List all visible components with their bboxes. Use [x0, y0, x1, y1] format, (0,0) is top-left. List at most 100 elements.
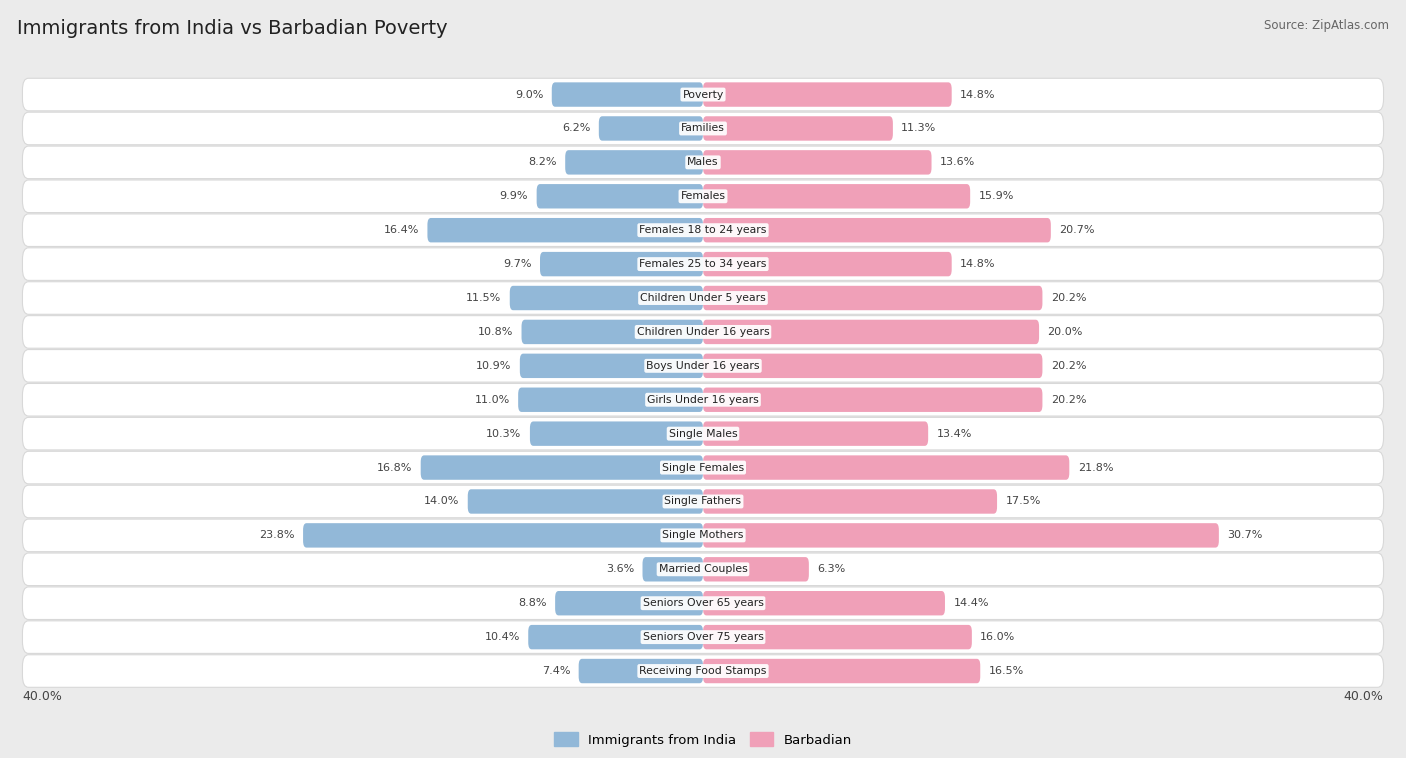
Text: Seniors Over 65 years: Seniors Over 65 years: [643, 598, 763, 608]
FancyBboxPatch shape: [420, 456, 703, 480]
FancyBboxPatch shape: [703, 286, 1042, 310]
FancyBboxPatch shape: [22, 418, 1384, 450]
Text: 20.2%: 20.2%: [1050, 361, 1087, 371]
FancyBboxPatch shape: [522, 320, 703, 344]
FancyBboxPatch shape: [579, 659, 703, 683]
Text: 9.7%: 9.7%: [503, 259, 531, 269]
Text: 7.4%: 7.4%: [541, 666, 571, 676]
FancyBboxPatch shape: [703, 252, 952, 277]
FancyBboxPatch shape: [22, 485, 1384, 518]
FancyBboxPatch shape: [703, 218, 1050, 243]
Text: Boys Under 16 years: Boys Under 16 years: [647, 361, 759, 371]
FancyBboxPatch shape: [599, 116, 703, 141]
FancyBboxPatch shape: [22, 519, 1384, 552]
Text: 8.2%: 8.2%: [529, 158, 557, 168]
Text: 10.3%: 10.3%: [486, 429, 522, 439]
Text: 20.7%: 20.7%: [1059, 225, 1095, 235]
FancyBboxPatch shape: [565, 150, 703, 174]
FancyBboxPatch shape: [22, 214, 1384, 246]
FancyBboxPatch shape: [519, 387, 703, 412]
FancyBboxPatch shape: [703, 625, 972, 650]
FancyBboxPatch shape: [551, 83, 703, 107]
Text: Females: Females: [681, 191, 725, 202]
FancyBboxPatch shape: [643, 557, 703, 581]
Text: Seniors Over 75 years: Seniors Over 75 years: [643, 632, 763, 642]
Text: Married Couples: Married Couples: [658, 564, 748, 575]
Text: Single Females: Single Females: [662, 462, 744, 472]
Text: 9.9%: 9.9%: [499, 191, 529, 202]
Text: 40.0%: 40.0%: [1344, 690, 1384, 703]
FancyBboxPatch shape: [555, 591, 703, 615]
FancyBboxPatch shape: [540, 252, 703, 277]
FancyBboxPatch shape: [22, 553, 1384, 586]
Text: 3.6%: 3.6%: [606, 564, 634, 575]
Text: 16.0%: 16.0%: [980, 632, 1015, 642]
FancyBboxPatch shape: [22, 282, 1384, 315]
FancyBboxPatch shape: [22, 146, 1384, 179]
FancyBboxPatch shape: [537, 184, 703, 208]
FancyBboxPatch shape: [22, 621, 1384, 653]
FancyBboxPatch shape: [520, 354, 703, 378]
Text: 16.4%: 16.4%: [384, 225, 419, 235]
FancyBboxPatch shape: [22, 112, 1384, 145]
Text: 8.8%: 8.8%: [519, 598, 547, 608]
FancyBboxPatch shape: [427, 218, 703, 243]
Text: 13.6%: 13.6%: [941, 158, 976, 168]
Text: Families: Families: [681, 124, 725, 133]
FancyBboxPatch shape: [703, 523, 1219, 547]
FancyBboxPatch shape: [22, 248, 1384, 280]
Text: 16.8%: 16.8%: [377, 462, 412, 472]
Text: 14.4%: 14.4%: [953, 598, 988, 608]
Text: Males: Males: [688, 158, 718, 168]
FancyBboxPatch shape: [703, 489, 997, 514]
Text: 20.2%: 20.2%: [1050, 293, 1087, 303]
Text: 11.3%: 11.3%: [901, 124, 936, 133]
Text: 10.8%: 10.8%: [478, 327, 513, 337]
Text: Source: ZipAtlas.com: Source: ZipAtlas.com: [1264, 19, 1389, 32]
Text: Females 25 to 34 years: Females 25 to 34 years: [640, 259, 766, 269]
FancyBboxPatch shape: [530, 421, 703, 446]
Text: Single Males: Single Males: [669, 429, 737, 439]
Text: 14.8%: 14.8%: [960, 259, 995, 269]
FancyBboxPatch shape: [703, 591, 945, 615]
Text: Children Under 16 years: Children Under 16 years: [637, 327, 769, 337]
Text: 16.5%: 16.5%: [988, 666, 1024, 676]
FancyBboxPatch shape: [703, 354, 1042, 378]
Text: 6.2%: 6.2%: [562, 124, 591, 133]
Text: 9.0%: 9.0%: [515, 89, 543, 99]
FancyBboxPatch shape: [703, 184, 970, 208]
Text: Females 18 to 24 years: Females 18 to 24 years: [640, 225, 766, 235]
Text: 11.5%: 11.5%: [467, 293, 502, 303]
Text: Single Mothers: Single Mothers: [662, 531, 744, 540]
Text: 11.0%: 11.0%: [474, 395, 510, 405]
Text: Immigrants from India vs Barbadian Poverty: Immigrants from India vs Barbadian Pover…: [17, 19, 447, 38]
FancyBboxPatch shape: [703, 83, 952, 107]
Text: Single Fathers: Single Fathers: [665, 496, 741, 506]
FancyBboxPatch shape: [703, 150, 932, 174]
FancyBboxPatch shape: [22, 655, 1384, 688]
FancyBboxPatch shape: [22, 587, 1384, 619]
FancyBboxPatch shape: [22, 349, 1384, 382]
FancyBboxPatch shape: [703, 387, 1042, 412]
Legend: Immigrants from India, Barbadian: Immigrants from India, Barbadian: [554, 732, 852, 747]
FancyBboxPatch shape: [22, 315, 1384, 348]
FancyBboxPatch shape: [468, 489, 703, 514]
FancyBboxPatch shape: [22, 451, 1384, 484]
Text: 14.8%: 14.8%: [960, 89, 995, 99]
Text: Poverty: Poverty: [682, 89, 724, 99]
FancyBboxPatch shape: [703, 116, 893, 141]
Text: 23.8%: 23.8%: [259, 531, 295, 540]
FancyBboxPatch shape: [22, 384, 1384, 416]
FancyBboxPatch shape: [703, 456, 1070, 480]
Text: 30.7%: 30.7%: [1227, 531, 1263, 540]
Text: Children Under 5 years: Children Under 5 years: [640, 293, 766, 303]
FancyBboxPatch shape: [703, 320, 1039, 344]
Text: 10.9%: 10.9%: [477, 361, 512, 371]
FancyBboxPatch shape: [22, 78, 1384, 111]
FancyBboxPatch shape: [304, 523, 703, 547]
Text: 15.9%: 15.9%: [979, 191, 1014, 202]
Text: 10.4%: 10.4%: [485, 632, 520, 642]
FancyBboxPatch shape: [703, 659, 980, 683]
Text: 6.3%: 6.3%: [817, 564, 845, 575]
FancyBboxPatch shape: [703, 557, 808, 581]
